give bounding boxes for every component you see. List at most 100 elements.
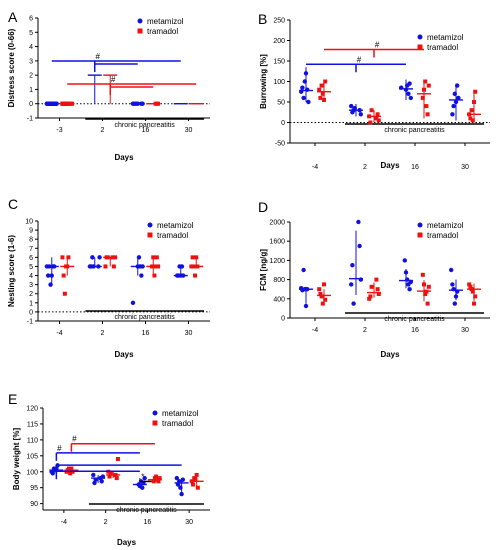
point-metamizol-c [45, 273, 51, 278]
legend-label-tramadol-d: tramadol [427, 231, 458, 240]
point-metamizol-b [306, 99, 311, 105]
y-tick-label-b: 0 [281, 120, 285, 127]
y-tick-label-c: 5 [29, 264, 33, 271]
y-tick-label-a: 4 [29, 44, 33, 51]
point-tramadol-d [374, 277, 379, 282]
point-tramadol-c [103, 264, 108, 269]
point-tramadol-d [369, 284, 374, 289]
point-metamizol-d [350, 263, 355, 268]
point-tramadol-e [115, 457, 120, 461]
legend-label-tramadol-b: tramadol [427, 43, 458, 52]
y-tick-label-d: 400 [273, 296, 285, 303]
legend-label-tramadol-a: tramadol [147, 27, 178, 36]
legend-label-tramadol-c: tramadol [157, 231, 188, 240]
point-tramadol-d [319, 294, 324, 299]
point-tramadol-b [374, 116, 379, 121]
point-metamizol-b [358, 112, 363, 117]
y-axis-label-a: Distress score (0-66) [7, 28, 16, 107]
point-tramadol-d [472, 301, 476, 306]
point-tramadol-b [318, 95, 323, 100]
point-tramadol-e [157, 476, 162, 481]
point-metamizol-e [99, 479, 104, 484]
x-axis-label-a: Days [114, 153, 134, 162]
y-tick-label-d: 1600 [269, 239, 285, 246]
point-metamizol-d [452, 301, 457, 306]
y-tick-label-a: -1 [27, 116, 33, 123]
point-metamizol-c [139, 273, 144, 278]
point-metamizol-e [91, 472, 96, 478]
point-tramadol-d [375, 287, 380, 292]
significance-mark-e: # [72, 435, 77, 444]
x-tick-label-d: -4 [312, 327, 318, 334]
point-tramadol-e [114, 476, 119, 481]
panel-letter-b: B [258, 11, 267, 27]
y-axis-label-b: Burrowing [%] [259, 54, 268, 109]
legend-marker-metamizol-a [137, 18, 143, 24]
point-metamizol-d [449, 267, 454, 273]
point-tramadol-d [473, 294, 478, 299]
panel-letter-a: A [8, 9, 18, 25]
point-metamizol-d [349, 282, 354, 287]
x-tick-label-b: 16 [411, 164, 419, 171]
x-tick-label-c: -4 [56, 330, 62, 337]
x-tick-label-e: 16 [143, 519, 151, 526]
point-tramadol-e [108, 471, 113, 476]
x-tick-label-a: 16 [142, 127, 150, 134]
y-tick-label-e: 100 [26, 469, 38, 476]
point-tramadol-c [193, 273, 198, 278]
point-metamizol-b [450, 112, 455, 117]
y-tick-label-c: 0 [29, 309, 33, 316]
x-tick-label-b: 30 [461, 164, 469, 171]
point-tramadol-d [425, 301, 430, 306]
point-tramadol-e [154, 474, 159, 479]
x-tick-label-a: 30 [185, 127, 193, 134]
x-tick-label-b: -4 [312, 164, 318, 171]
legend-marker-metamizol-b [417, 34, 423, 40]
y-tick-label-b: 200 [273, 38, 285, 45]
annotation-label-b: chronic pancreatitis [384, 127, 445, 134]
point-tramadol-d [468, 284, 473, 289]
x-tick-label-a: 2 [101, 127, 105, 134]
point-tramadol-d [423, 292, 428, 296]
legend-label-metamizol-d: metamizol [427, 221, 464, 230]
x-tick-label-e: 30 [185, 519, 193, 526]
panel-letter-c: C [8, 196, 18, 212]
point-tramadol-e [191, 482, 196, 487]
point-tramadol-e [193, 477, 198, 482]
point-metamizol-e [50, 471, 55, 476]
y-tick-label-e: 90 [30, 501, 38, 508]
point-metamizol-b [408, 95, 413, 101]
point-tramadol-c [66, 255, 71, 260]
point-metamizol-d [402, 258, 407, 263]
x-tick-label-a: -3 [56, 127, 62, 134]
point-metamizol-c [130, 300, 136, 306]
point-tramadol-b [468, 116, 473, 121]
significance-mark-e: # [57, 444, 62, 453]
point-metamizol-b [451, 103, 456, 109]
y-tick-label-a: 1 [29, 87, 33, 94]
y-tick-label-d: 1200 [269, 258, 285, 265]
legend-label-metamizol-c: metamizol [157, 221, 194, 230]
panel-letter-e: E [8, 391, 17, 407]
panel-letter-d: D [258, 199, 268, 215]
point-metamizol-d [357, 243, 362, 249]
y-axis-label-d: FCM [ng/g] [259, 249, 268, 291]
point-tramadol-e [107, 474, 112, 479]
y-tick-label-d: 800 [273, 277, 285, 284]
point-tramadol-b [319, 83, 324, 88]
x-axis-label-b: Days [380, 161, 400, 170]
point-metamizol-d [356, 219, 361, 225]
legend-label-metamizol-a: metamizol [147, 17, 184, 26]
point-tramadol-c [61, 273, 66, 278]
legend-label-tramadol-e: tramadol [162, 419, 193, 428]
point-metamizol-e [174, 475, 180, 481]
y-tick-label-c: 9 [29, 228, 33, 235]
point-tramadol-b [369, 108, 374, 113]
y-tick-label-d: 0 [281, 316, 285, 323]
y-tick-label-c: -1 [27, 319, 33, 326]
point-tramadol-b [424, 104, 429, 109]
legend-marker-tramadol-d [417, 232, 423, 238]
significance-mark-a: # [111, 75, 116, 84]
point-tramadol-d [426, 284, 431, 289]
